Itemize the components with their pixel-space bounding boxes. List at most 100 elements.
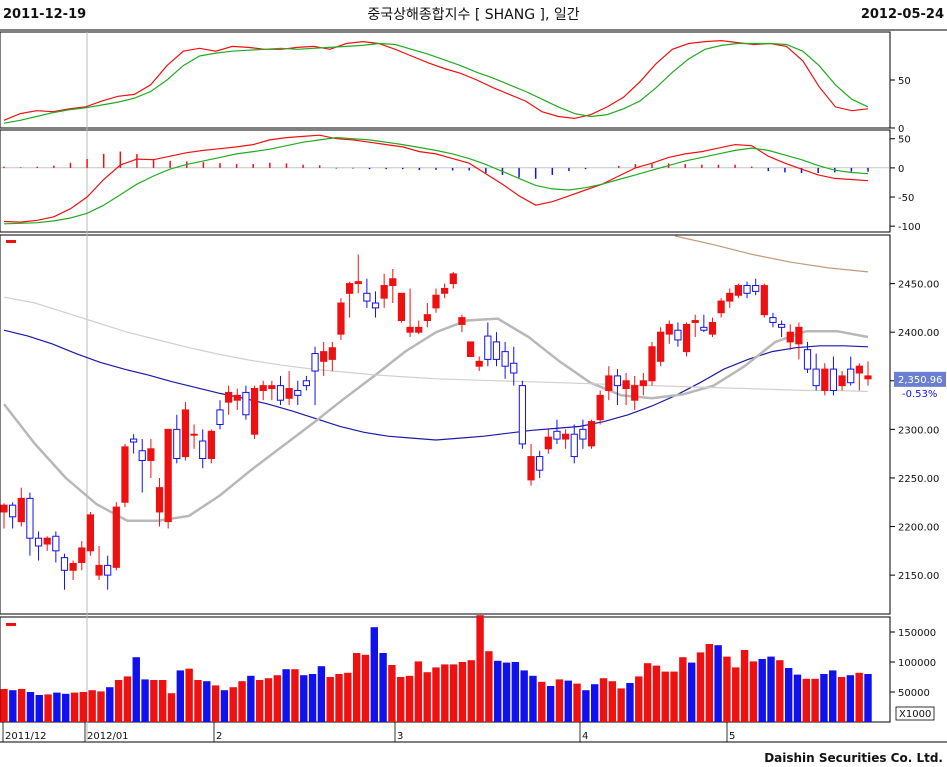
stochastic-frame	[0, 31, 891, 129]
volume-bar	[679, 657, 687, 722]
stochastic-line-red	[3, 39, 869, 121]
candle-body	[52, 535, 60, 552]
candle-body	[726, 292, 734, 302]
volume-bar	[643, 663, 652, 722]
candle-body	[769, 317, 777, 323]
volume-bar	[273, 675, 282, 722]
candle-body	[233, 394, 241, 401]
volume-bar	[53, 692, 61, 722]
candle-body	[138, 450, 146, 461]
volume-panel-marker	[6, 623, 16, 626]
candle-body	[415, 326, 423, 333]
volume-bar	[441, 664, 449, 722]
macd-frame	[0, 129, 891, 233]
candle-body	[734, 285, 743, 296]
candle-body	[838, 375, 846, 387]
candle-body	[337, 302, 345, 335]
candle-body	[458, 317, 466, 325]
volume-tick-label: 50000	[898, 688, 930, 699]
volume-bar	[397, 677, 405, 722]
price-line-gray	[3, 317, 869, 522]
candle-body	[397, 292, 406, 322]
volume-bar	[696, 652, 705, 722]
candle-body	[510, 362, 518, 374]
price-frame	[0, 234, 891, 615]
volume-bar	[546, 686, 555, 722]
candle-body	[181, 409, 190, 458]
volume-bar	[238, 681, 246, 722]
volume-bar	[758, 659, 766, 722]
macd-tick-label: 0	[898, 164, 904, 175]
candle-body	[69, 562, 77, 571]
candle-body	[518, 385, 527, 445]
candle-body	[432, 294, 440, 309]
macd-tick-label: -50	[898, 193, 914, 204]
price-line-blue	[3, 329, 869, 441]
volume-bar	[141, 679, 149, 722]
x-axis-label: 2	[216, 731, 222, 742]
volume-bar	[185, 668, 193, 722]
last-price-badge	[894, 371, 946, 387]
volume-bar	[564, 680, 572, 722]
volume-bar	[538, 681, 546, 722]
volume-bar	[467, 660, 475, 722]
candle-body	[190, 433, 198, 436]
candle-body	[803, 349, 812, 370]
volume-bar	[432, 667, 440, 722]
candle-body	[345, 283, 354, 294]
volume-bar	[511, 662, 520, 722]
volume-unit-box	[895, 706, 935, 721]
candle-body	[561, 433, 570, 440]
volume-bar	[555, 679, 564, 722]
candle-body	[26, 497, 34, 539]
candle-body	[129, 438, 138, 443]
candle-body	[829, 368, 838, 391]
candle-body	[657, 331, 665, 362]
candle-body	[449, 273, 457, 285]
volume-bar	[326, 677, 334, 722]
volume-bar	[573, 683, 581, 722]
candle-body	[371, 302, 380, 309]
volume-bar	[97, 691, 105, 722]
candle-body	[302, 380, 311, 387]
volume-bar	[423, 672, 431, 722]
candle-body	[104, 564, 112, 576]
candle-body	[605, 375, 613, 391]
candle-body	[492, 341, 501, 360]
macd-line-red	[3, 134, 869, 223]
candle-body	[294, 389, 302, 396]
volume-bar	[26, 692, 35, 722]
candle-body	[112, 506, 120, 568]
volume-bar	[44, 694, 52, 722]
candle-body	[363, 292, 371, 302]
candle-body	[199, 440, 207, 460]
price-tick-label: 2250.00	[898, 474, 939, 485]
volume-bar	[652, 665, 661, 722]
candle-body	[708, 321, 717, 335]
candle-body	[121, 446, 129, 503]
volume-bar	[732, 667, 740, 722]
volume-tick-label: 100000	[898, 658, 936, 669]
volume-bar	[855, 672, 863, 722]
candle-body	[674, 329, 682, 341]
volume-bar	[670, 671, 678, 722]
price-panel-marker	[6, 240, 16, 243]
candle-body	[173, 428, 181, 460]
volume-tick-label: 150000	[898, 628, 936, 639]
volume-bar	[740, 650, 749, 722]
x-axis-label: 2011/12	[5, 731, 47, 742]
x-axis-label: 5	[729, 731, 735, 742]
volume-bar	[35, 695, 43, 722]
volume-bar	[458, 662, 467, 722]
volume-bar	[723, 656, 731, 722]
volume-bar	[317, 666, 326, 722]
candle-body	[812, 368, 820, 387]
candle-body	[700, 326, 708, 331]
volume-bar	[820, 674, 828, 722]
volume-bar	[599, 678, 608, 722]
volume-bar	[282, 669, 290, 722]
volume-bar	[0, 689, 8, 722]
price-tick-label: 2450.00	[898, 280, 939, 291]
volume-bar	[344, 672, 352, 722]
